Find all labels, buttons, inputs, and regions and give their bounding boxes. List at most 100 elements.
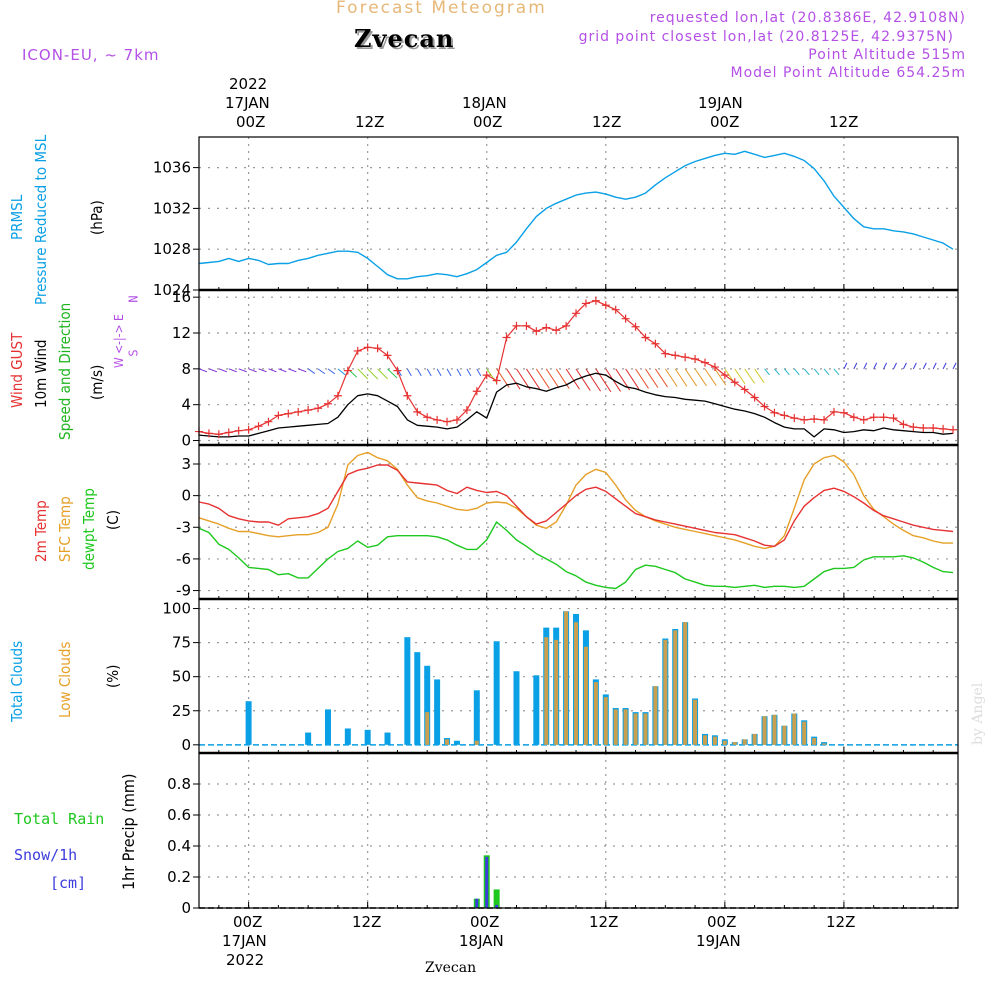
y-tick-label: -9	[176, 582, 191, 600]
station-name: Zvecan	[354, 24, 455, 53]
gust-marker	[641, 333, 650, 342]
gust-marker	[224, 428, 233, 437]
wind-direction-arrow	[228, 368, 237, 373]
low-cloud-bar	[623, 709, 628, 745]
top-day-label-1: 17JAN	[225, 94, 270, 112]
gust-marker	[939, 424, 948, 433]
top-hour-label-5: 00Z	[710, 113, 740, 131]
temp-2m-line	[198, 464, 954, 547]
gust-marker	[820, 415, 829, 424]
wind-direction-arrow	[208, 368, 218, 373]
total-cloud-bar	[473, 690, 480, 745]
wind-direction-arrow	[942, 362, 947, 370]
low-cloud-bar	[593, 682, 598, 745]
wind-direction-arrow	[248, 368, 257, 373]
total-cloud-bar	[324, 709, 331, 745]
pressure-label-1: PRMSL	[8, 194, 26, 240]
top-hour-label-6: 12Z	[829, 113, 859, 131]
gust-marker	[373, 344, 382, 353]
total-cloud-bar	[245, 701, 252, 745]
wind-direction-arrow	[535, 368, 550, 389]
gust-marker	[393, 366, 402, 375]
wind-direction-arrow	[823, 368, 830, 376]
snow-bar	[485, 856, 489, 908]
gust-marker	[413, 407, 422, 416]
bottom-hour-label-1: 00Z	[233, 913, 263, 931]
wind-direction-arrow	[684, 368, 698, 387]
wind-direction-arrow	[694, 368, 707, 387]
low-cloud-bar	[583, 646, 588, 745]
wind-direction-arrow	[922, 362, 927, 370]
gust-marker	[552, 326, 561, 335]
wind-direction-arrow	[575, 368, 591, 391]
t2m-label: 2m Temp	[32, 500, 50, 562]
wind-direction-arrow	[545, 368, 560, 389]
requested-coords: requested lon,lat (20.8386E, 42.9108N)	[649, 10, 966, 26]
wind-direction-arrow	[565, 368, 580, 390]
wind-direction-arrow	[476, 368, 482, 377]
y-tick-label: 0.8	[167, 775, 191, 793]
wind-direction-arrow	[714, 368, 727, 386]
gust-marker	[532, 327, 541, 336]
gust-marker	[889, 414, 898, 423]
y-tick-label: -6	[176, 550, 191, 568]
pressure-unit: (hPa)	[88, 200, 106, 235]
total-cloud-label: Total Clouds	[8, 640, 26, 722]
wind-direction-arrow	[317, 368, 326, 375]
wind-direction-arrow	[833, 368, 840, 376]
gust-marker	[661, 349, 670, 358]
total-cloud-bar	[453, 740, 460, 745]
gust-marker	[363, 343, 372, 352]
y-tick-label: -3	[176, 518, 191, 536]
pressure-label-2: Pressure Reduced to MSL	[32, 134, 50, 305]
total-cloud-bar	[384, 732, 391, 745]
gust-marker	[234, 426, 243, 435]
wind-direction-arrow	[218, 368, 228, 373]
top-year-label: 2022	[229, 75, 268, 93]
wind-direction-arrow	[387, 368, 398, 379]
wind-direction-arrow	[853, 362, 858, 370]
low-cloud-bar	[564, 611, 569, 745]
low-cloud-bar	[554, 639, 559, 745]
gust-marker	[710, 363, 719, 372]
gust-marker	[879, 413, 888, 422]
gust-marker	[691, 354, 700, 363]
snow-bar	[475, 898, 479, 908]
bottom-day-label-3: 19JAN	[696, 932, 741, 950]
gust-marker	[452, 415, 461, 424]
wind-direction-arrow	[902, 362, 907, 370]
snow-bar	[495, 904, 499, 908]
gust-marker	[284, 409, 293, 418]
gust-marker	[770, 408, 779, 417]
y-tick-label: 1036	[153, 159, 191, 177]
wind-direction-arrow	[764, 368, 770, 376]
wind-direction-arrow	[635, 368, 649, 389]
gust-marker	[740, 385, 749, 394]
y-tick-label: 12	[172, 324, 191, 342]
wind-direction-arrow	[843, 362, 848, 370]
gust-marker	[829, 407, 838, 416]
low-cloud-bar	[732, 742, 737, 745]
tsfc-label: SFC Temp	[56, 496, 74, 562]
low-cloud-bar	[812, 738, 817, 745]
gust-marker	[542, 323, 551, 332]
gust-marker	[839, 408, 848, 417]
y-tick-label: 1032	[153, 199, 191, 217]
wind-direction-arrow	[893, 362, 897, 370]
wind-direction-arrow	[268, 368, 277, 373]
dewpt-label: dewpt Temp	[80, 488, 98, 570]
gust-marker	[621, 314, 630, 323]
pressure-line	[198, 150, 954, 280]
total-cloud-bar	[305, 732, 312, 745]
gust-marker	[204, 429, 213, 438]
wind-direction-arrow	[416, 368, 422, 377]
wind-direction-arrow	[298, 368, 307, 373]
footer-station: Zvecan	[425, 960, 477, 976]
wind-direction-arrow	[357, 368, 369, 380]
gust-marker	[581, 299, 590, 308]
wind-direction-arrow	[585, 368, 601, 392]
wind-direction-arrow	[258, 368, 267, 373]
wind-direction-arrow	[406, 368, 412, 377]
gust-marker	[333, 391, 342, 400]
